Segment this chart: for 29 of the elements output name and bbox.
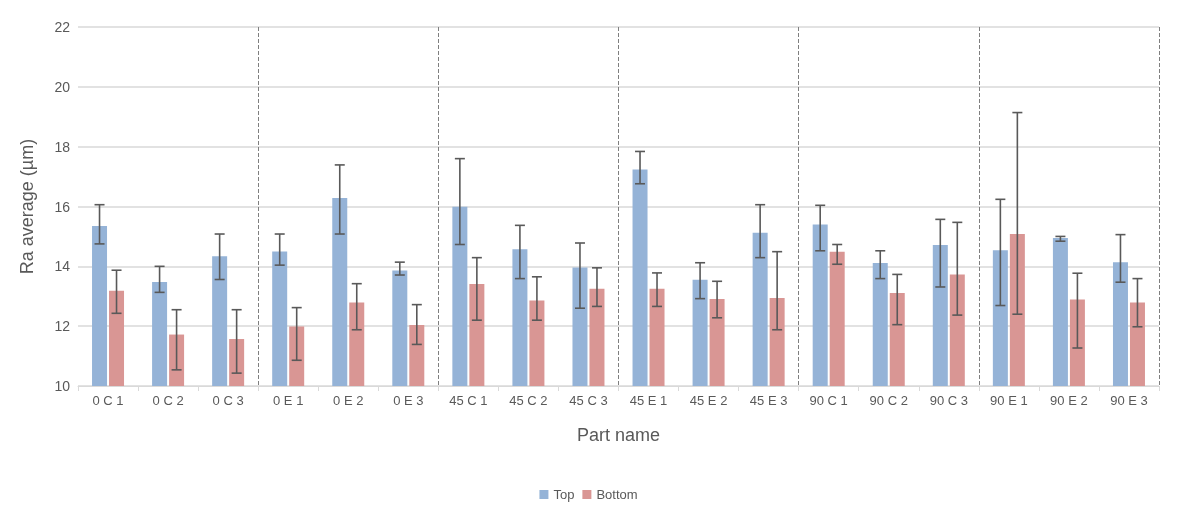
x-tick-label: 45 C 2 xyxy=(509,393,548,408)
y-tick-label: 14 xyxy=(54,258,71,275)
x-tick-label: 0 E 1 xyxy=(273,393,304,408)
x-tick-label: 45 E 1 xyxy=(629,393,668,408)
x-tick-label: 90 C 2 xyxy=(869,393,908,408)
y-tick-label: 18 xyxy=(54,138,71,155)
x-tick-label: 0 C 1 xyxy=(92,393,124,408)
x-tick-label: 0 C 3 xyxy=(212,393,244,408)
x-tick-label: 90 C 1 xyxy=(809,393,848,408)
y-tick-label: 10 xyxy=(54,378,71,394)
y-tick-label: 12 xyxy=(54,318,71,335)
legend-label: Top xyxy=(553,487,575,502)
x-tick-label: 90 E 1 xyxy=(990,393,1028,408)
x-tick-label: 90 C 3 xyxy=(929,393,968,408)
x-tick-label: 0 E 2 xyxy=(333,393,364,408)
legend-label: Bottom xyxy=(596,487,638,502)
x-tick-label: 0 C 2 xyxy=(152,393,184,408)
y-tick-label: 22 xyxy=(54,19,71,35)
x-tick-label: 90 E 2 xyxy=(1050,393,1088,408)
x-tick-label: 45 E 2 xyxy=(689,393,728,408)
x-tick-label: 45 C 3 xyxy=(569,393,608,408)
y-tick-label: 16 xyxy=(54,198,71,215)
x-tick-label: 45 C 1 xyxy=(449,393,488,408)
x-tick-label: 45 E 3 xyxy=(749,393,788,408)
x-tick-label: 0 E 3 xyxy=(393,393,424,408)
y-axis-title: Ra average (µm) xyxy=(17,138,37,275)
y-tick-label: 20 xyxy=(54,78,71,95)
x-tick-label: 90 E 3 xyxy=(1110,393,1148,408)
x-axis-title: Part name xyxy=(576,425,661,445)
